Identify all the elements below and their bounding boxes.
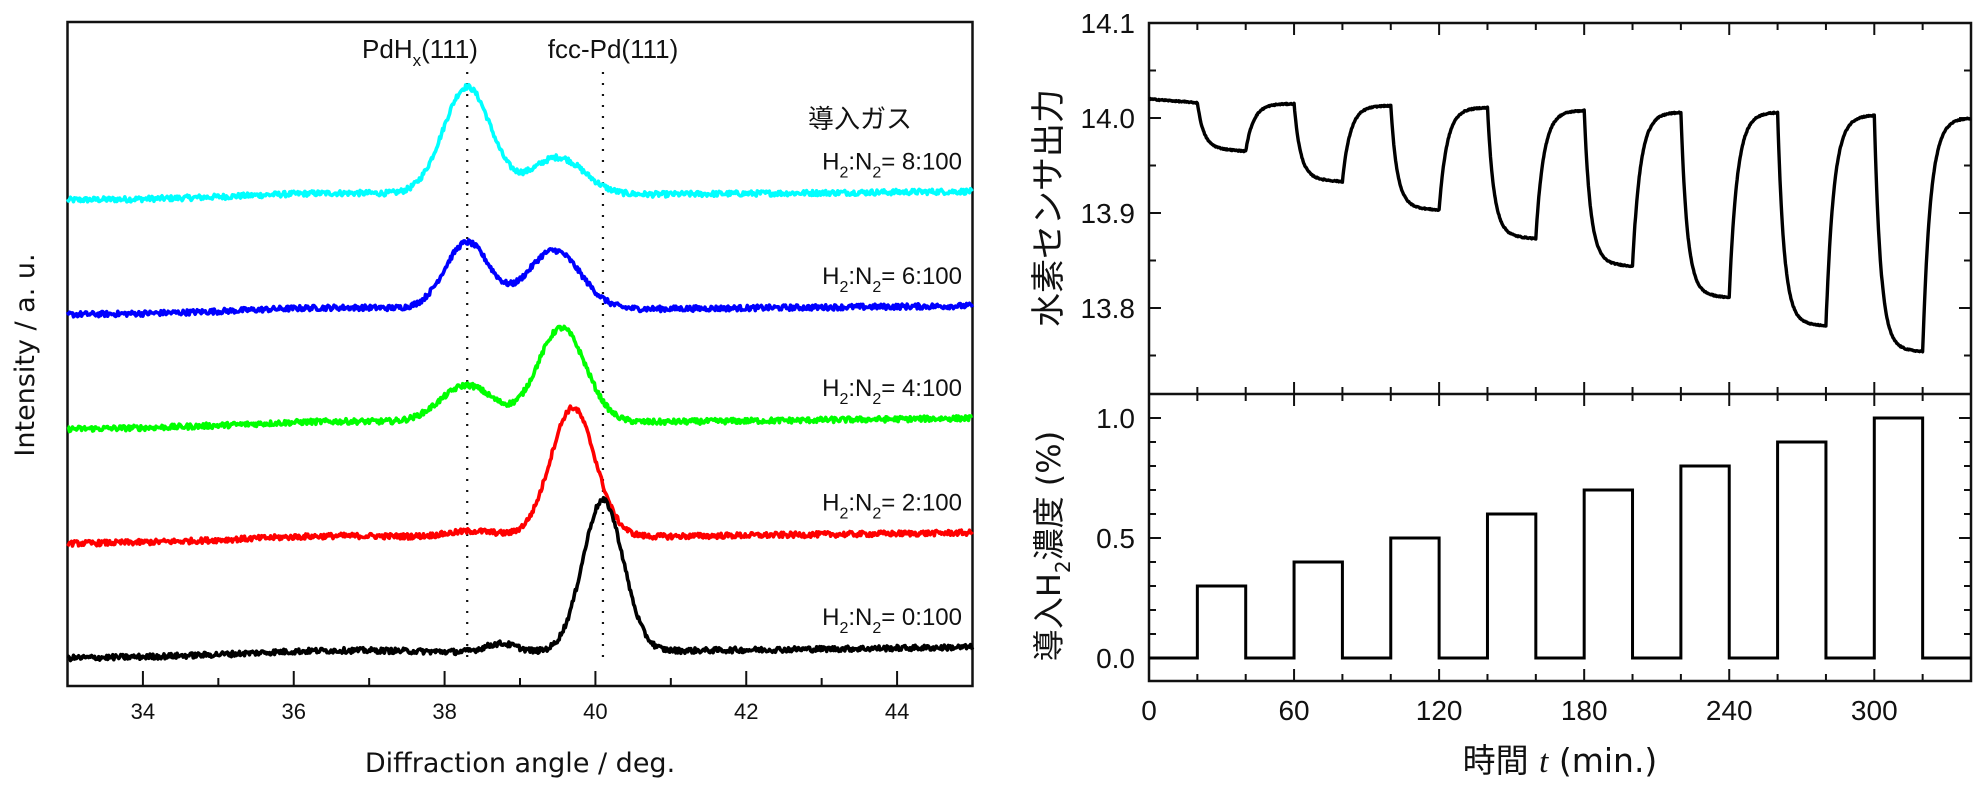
time-x-tick-label: 240 [1706, 695, 1753, 726]
x-tick-label: 36 [282, 699, 306, 724]
x-tick-label: 38 [432, 699, 456, 724]
h2-concentration-step-curve [1149, 416, 1971, 660]
xrd-y-axis-title: Intensity / a. u. [10, 253, 41, 456]
x-tick-label: 42 [734, 699, 758, 724]
legend-title: 導入ガス [808, 105, 912, 135]
x-tick-label: 34 [131, 699, 155, 724]
xrd-series-labels: H2:N2= 8:100 H2:N2= 6:100 H2:N2= 4:100 H2:N… [822, 148, 962, 637]
time-x-tick-label: 60 [1278, 695, 1309, 726]
sensor-y-tick-label: 13.9 [1081, 198, 1136, 229]
h2-concentration-curve-group [1149, 416, 1971, 660]
conc-y-tick-label: 1.0 [1096, 403, 1135, 434]
series-label: H2:N2= 8:100 [822, 148, 962, 181]
xrd-curve-h2-n2-2-100 [66, 404, 974, 548]
h2-pulse-step [1584, 490, 1632, 658]
h2-concentration-ticks: 0.0 0.5 1.0 0 60 120 180 240 300 [1096, 403, 1971, 726]
series-label: H2:N2= 6:100 [822, 263, 962, 296]
time-x-axis-title: 時間 t (min.) [1463, 741, 1658, 780]
h2-pulse-step [1487, 514, 1535, 658]
sensor-y-axis-title: 水素センサ出力 [1029, 89, 1069, 327]
conc-y-tick-label: 0.5 [1096, 523, 1135, 554]
sensor-y-tick-label: 13.8 [1081, 293, 1136, 324]
sensor-plot-frame [1147, 21, 1973, 683]
sensor-panel: 13.8 13.9 14.0 14.1 0.0 0.5 1.0 0 60 120 180 240 30… [1029, 8, 1973, 780]
sensor-ticks: 13.8 13.9 14.0 14.1 [1081, 8, 1971, 406]
sensor-y-tick-label: 14.0 [1081, 103, 1136, 134]
time-x-tick-label: 120 [1416, 695, 1463, 726]
h2-pulse-step [1294, 562, 1342, 658]
h2-pulse-step [1778, 442, 1826, 658]
series-label: H2:N2= 0:100 [822, 604, 962, 637]
reference-label-fcc-pd: fcc-Pd(111) [548, 34, 679, 64]
xrd-curve-h2-n2-8-100 [65, 82, 974, 204]
sensor-y-tick-label: 14.1 [1081, 8, 1136, 39]
time-x-tick-label: 180 [1561, 695, 1608, 726]
h2-pulse-step [1874, 418, 1922, 658]
series-label: H2:N2= 2:100 [822, 490, 962, 523]
h2-pulse-step [1681, 466, 1729, 658]
reference-label-pdhx: PdHx(111) [362, 34, 478, 70]
conc-y-tick-label: 0.0 [1096, 643, 1135, 674]
sensor-curve-group [1147, 96, 1973, 354]
h2-pulse-step [1391, 538, 1439, 658]
xrd-curve-h2-n2-0-100 [66, 495, 975, 663]
xrd-curve-h2-n2-6-100 [65, 238, 975, 319]
x-tick-label: 44 [885, 699, 909, 724]
h2-pulse-step [1197, 586, 1245, 658]
x-tick-label: 40 [583, 699, 607, 724]
sensor-output-curve [1147, 96, 1973, 354]
xrd-x-axis-title: Diffraction angle / deg. [365, 748, 675, 779]
xrd-curve-h2-n2-4-100 [66, 324, 974, 434]
time-x-tick-label: 0 [1141, 695, 1157, 726]
series-label: H2:N2= 4:100 [822, 375, 962, 408]
time-x-tick-label: 300 [1851, 695, 1898, 726]
xrd-x-ticks: 34 36 38 40 42 44 [131, 671, 909, 724]
h2-concentration-y-axis-title: 導入H2濃度 (%) [1030, 431, 1075, 661]
xrd-curves [65, 82, 975, 663]
